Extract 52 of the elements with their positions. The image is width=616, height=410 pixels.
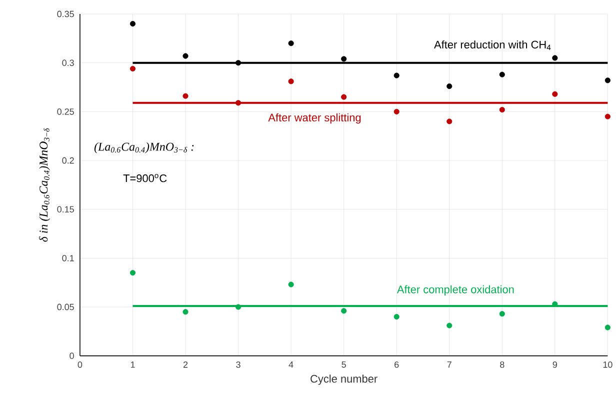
point [446, 322, 452, 328]
x-tick-label: 6 [394, 362, 399, 368]
point [182, 309, 188, 315]
point [499, 107, 505, 113]
series-label: After water splitting [268, 113, 361, 124]
x-axis-title: Cycle number [310, 374, 378, 385]
series-label: After complete oxidation [396, 285, 514, 296]
x-tick-label: 10 [603, 362, 612, 368]
y-tick-label: 0.3 [62, 60, 74, 66]
point [130, 66, 136, 72]
y-tick-label: 0.15 [57, 206, 74, 213]
point [499, 311, 505, 317]
x-tick-label: 2 [183, 362, 188, 368]
y-tick-label: 0.35 [57, 10, 74, 18]
x-tick-label: 4 [288, 362, 294, 368]
point [288, 78, 294, 84]
point [341, 308, 347, 314]
y-tick-label: 0.1 [62, 255, 74, 262]
y-axis-title: δ in (La$_{0.6}$Ca$_{0.4}$)MnO$_{3−δ}$ [39, 128, 50, 242]
point [235, 304, 242, 310]
point [446, 84, 452, 90]
point [394, 72, 400, 78]
point [341, 94, 347, 100]
point [552, 91, 558, 97]
annotation: (La$_{0.6}$Ca$_{0.4}$)MnO$_{3−δ}$ : [94, 142, 194, 154]
point [394, 108, 400, 115]
point [130, 21, 136, 27]
point [182, 53, 188, 59]
x-tick-label: 7 [447, 362, 452, 368]
point [288, 40, 294, 46]
point [130, 270, 136, 276]
y-tick-label: 0.25 [57, 108, 74, 115]
x-tick-label: 9 [552, 362, 557, 368]
point [552, 55, 558, 61]
x-tick-label: 3 [236, 362, 240, 368]
x-tick-label: 0 [78, 362, 82, 368]
point [394, 314, 400, 320]
point [499, 72, 505, 78]
point [182, 93, 188, 99]
annotation: T=900$^{o}$C [123, 174, 167, 182]
series-label: After reduction with CH$_{4}$ [434, 40, 551, 50]
x-tick-label: 1 [130, 362, 135, 368]
x-tick-label: 5 [342, 362, 346, 368]
point [288, 282, 294, 288]
y-tick-label: 0 [70, 352, 74, 360]
point [235, 100, 242, 106]
point [235, 60, 242, 66]
point [446, 118, 452, 124]
y-tick-label: 0.2 [62, 157, 74, 164]
point [341, 56, 347, 62]
x-tick-label: 8 [500, 362, 504, 368]
y-tick-label: 0.05 [57, 304, 74, 310]
